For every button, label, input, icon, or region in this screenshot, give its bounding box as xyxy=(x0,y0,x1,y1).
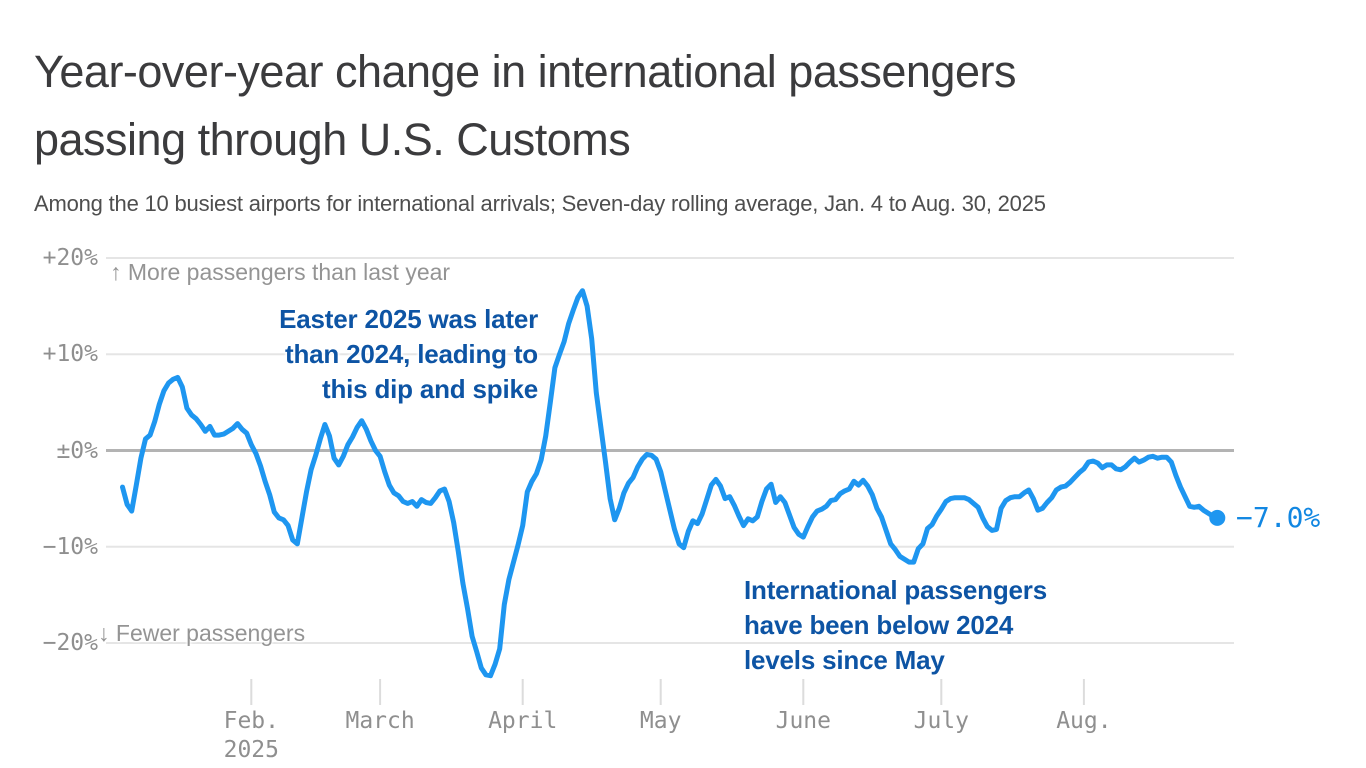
may-annotation: International passengers have been below … xyxy=(744,573,1104,678)
y-axis-label: +20% xyxy=(42,245,98,271)
page-subtitle: Among the 10 busiest airports for intern… xyxy=(34,191,1046,216)
month-label: July xyxy=(913,708,969,734)
y-axis-label: ±0% xyxy=(56,437,98,464)
annotation-line: have been below 2024 xyxy=(744,610,1014,640)
page-title-line-1: Year-over-year change in international p… xyxy=(34,46,1016,97)
month-label: May xyxy=(639,708,682,734)
annotation-line: this dip and spike xyxy=(322,374,538,404)
x-axis-label: April xyxy=(463,707,583,736)
fewer-passengers-note: ↓ Fewer passengers xyxy=(98,620,306,646)
annotation-line: than 2024, leading to xyxy=(285,339,538,369)
x-axis-label: July xyxy=(881,707,1001,736)
month-label: March xyxy=(345,708,415,734)
page-title-line-2: passing through U.S. Customs xyxy=(34,114,631,165)
annotation-line: International passengers xyxy=(744,575,1047,605)
year-label: 2025 xyxy=(223,737,279,763)
end-value-label: −7.0% xyxy=(1236,501,1321,534)
page-title: Year-over-year change in international p… xyxy=(34,38,1334,174)
easter-annotation: Easter 2025 was later than 2024, leading … xyxy=(238,302,538,407)
month-label: Aug. xyxy=(1056,708,1112,734)
end-point-dot xyxy=(1209,509,1226,526)
more-passengers-note: ↑ More passengers than last year xyxy=(110,259,451,285)
month-label: April xyxy=(488,708,558,734)
y-axis-label: −20% xyxy=(42,630,98,656)
x-axis-label: May xyxy=(601,707,721,736)
x-axis-label: Feb. 2025 xyxy=(191,707,311,765)
x-axis-label: June xyxy=(743,707,863,736)
annotation-line: levels since May xyxy=(744,645,945,675)
x-axis-label: March xyxy=(320,707,440,736)
month-label: June xyxy=(775,708,831,734)
y-axis-label: +10% xyxy=(42,341,98,368)
month-label: Feb. xyxy=(223,708,279,734)
data-line xyxy=(120,288,1220,679)
annotation-line: Easter 2025 was later xyxy=(279,304,538,334)
y-axis-label: −10% xyxy=(42,533,98,560)
x-axis-label: Aug. xyxy=(1024,707,1144,736)
